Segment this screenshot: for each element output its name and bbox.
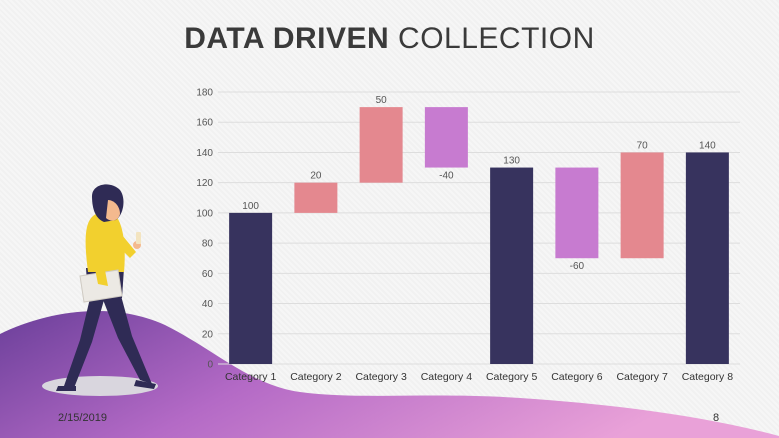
data-label: -60 bbox=[570, 261, 585, 272]
x-category-label: Category 2 bbox=[290, 371, 342, 383]
bar-8 bbox=[685, 152, 729, 364]
data-label: -40 bbox=[439, 171, 454, 182]
bar-4 bbox=[424, 107, 468, 168]
y-tick-label: 20 bbox=[202, 329, 214, 340]
x-category-label: Category 7 bbox=[616, 371, 668, 383]
x-category-label: Category 8 bbox=[682, 371, 734, 383]
wave-shape bbox=[0, 311, 779, 438]
x-category-label: Category 4 bbox=[421, 371, 473, 383]
bar-6 bbox=[555, 167, 599, 259]
data-label: 20 bbox=[310, 171, 322, 182]
y-tick-label: 140 bbox=[196, 148, 213, 159]
y-axis: 0 20 40 60 80 100 120 140 160 180 bbox=[196, 88, 213, 371]
x-category-label: Category 5 bbox=[486, 371, 538, 383]
bars bbox=[229, 107, 729, 364]
y-tick-label: 160 bbox=[196, 118, 213, 129]
y-tick-label: 40 bbox=[202, 299, 214, 310]
y-tick-label: 100 bbox=[196, 208, 213, 219]
x-category-label: Category 3 bbox=[355, 371, 407, 383]
bar-2 bbox=[294, 182, 338, 213]
slide-title: DATA DRIVEN COLLECTION bbox=[0, 22, 779, 56]
slide-page-number: 8 bbox=[713, 412, 720, 424]
bar-7 bbox=[620, 152, 664, 259]
data-label: 100 bbox=[242, 201, 259, 212]
y-tick-label: 80 bbox=[202, 239, 214, 250]
y-tick-label: 120 bbox=[196, 178, 213, 189]
data-labels: 100 20 50 -40 130 -60 70 140 bbox=[242, 95, 716, 272]
y-tick-label: 60 bbox=[202, 269, 214, 280]
y-tick-label: 0 bbox=[207, 360, 213, 371]
x-category-label: Category 6 bbox=[551, 371, 603, 383]
x-axis: Category 1 Category 2 Category 3 Category 4… bbox=[225, 371, 733, 383]
slide-date: 2/15/2019 bbox=[58, 412, 107, 424]
bar-3 bbox=[359, 107, 403, 183]
title-bold: DATA DRIVEN bbox=[184, 22, 390, 55]
data-label: 130 bbox=[503, 156, 520, 167]
title-light: COLLECTION bbox=[398, 22, 595, 55]
data-label: 50 bbox=[376, 95, 388, 106]
y-tick-label: 180 bbox=[196, 88, 213, 99]
x-category-label: Category 1 bbox=[225, 371, 277, 383]
bar-5 bbox=[490, 167, 534, 364]
data-label: 140 bbox=[699, 140, 716, 151]
bar-1 bbox=[229, 212, 273, 364]
data-label: 70 bbox=[637, 140, 649, 151]
